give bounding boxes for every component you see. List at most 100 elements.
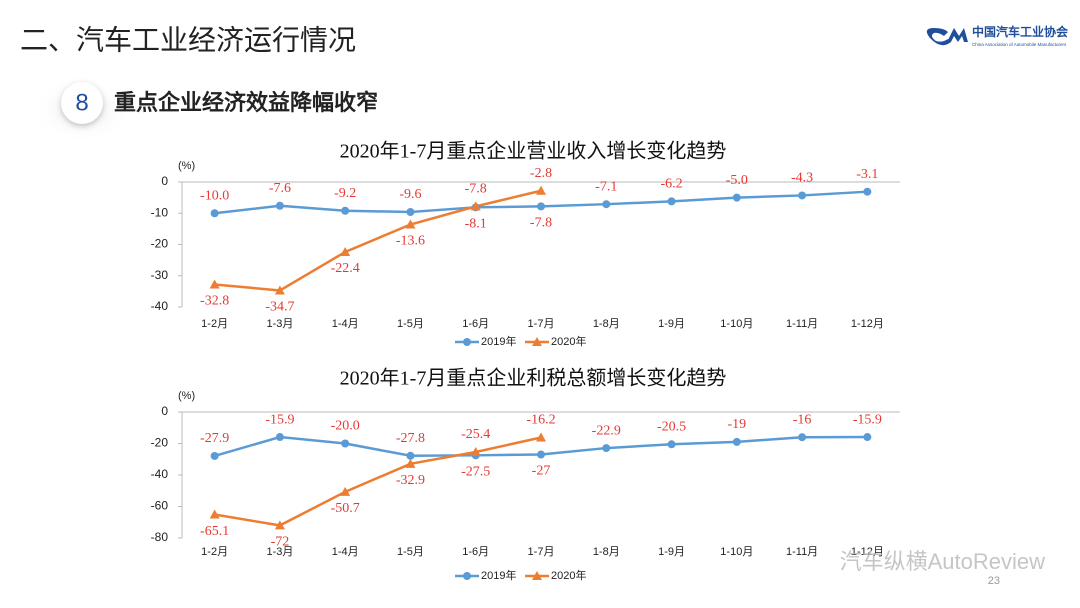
x-tick-label: 1-5月 — [397, 546, 424, 558]
point-marker — [667, 440, 676, 449]
point-marker — [667, 197, 676, 206]
y-tick-label: -80 — [151, 530, 169, 544]
data-label: -20.0 — [331, 419, 360, 434]
x-tick-label: 1-11月 — [786, 318, 818, 330]
point-marker — [798, 433, 807, 442]
point-marker — [274, 520, 285, 530]
data-label: -22.9 — [592, 423, 621, 438]
data-label: -25.4 — [461, 427, 490, 442]
point-marker — [537, 202, 545, 211]
data-label: -9.2 — [334, 186, 356, 201]
data-label: -65.1 — [200, 524, 229, 539]
data-label: -9.6 — [399, 187, 421, 202]
point-marker — [602, 444, 611, 453]
x-tick-label: 1-6月 — [462, 546, 489, 558]
x-tick-label: 1-10月 — [720, 318, 753, 330]
chart-title: 2020年1-7月重点企业营业收入增长变化趋势 — [340, 140, 727, 163]
data-label: -7.8 — [465, 182, 487, 197]
point-marker — [798, 191, 807, 200]
point-marker — [537, 450, 545, 459]
data-label: -5.0 — [726, 173, 748, 188]
legend-label: 2019年 — [481, 568, 516, 582]
data-label: -27.5 — [461, 465, 490, 480]
x-tick-label: 1-8月 — [593, 318, 620, 330]
data-label: -8.1 — [465, 217, 487, 232]
legend-marker — [532, 337, 542, 346]
point-marker — [732, 193, 741, 202]
x-tick-label: 1-2月 — [201, 318, 228, 330]
point-marker — [406, 208, 415, 216]
point-marker — [732, 437, 741, 446]
y-tick-label: 0 — [161, 174, 168, 188]
data-label: -16 — [793, 412, 812, 427]
data-label: -20.5 — [657, 420, 686, 435]
point-marker — [340, 247, 351, 256]
point-marker — [863, 187, 872, 196]
data-label: -3.1 — [856, 167, 878, 182]
legend-marker — [463, 572, 471, 580]
logo-mark — [926, 28, 968, 46]
point-marker — [340, 486, 351, 496]
data-label: -6.2 — [660, 177, 682, 192]
x-tick-label: 1-6月 — [462, 318, 489, 330]
point-marker — [405, 458, 416, 468]
data-label: -7.1 — [595, 179, 617, 194]
data-label: -13.6 — [396, 234, 425, 249]
x-tick-label: 1-2月 — [201, 546, 228, 558]
section-title: 重点企业经济效益降幅收窄 — [114, 90, 378, 115]
chart-title: 2020年1-7月重点企业利税总额增长变化趋势 — [340, 367, 727, 390]
point-marker — [275, 433, 284, 442]
x-tick-label: 1-12月 — [851, 546, 884, 558]
point-marker — [275, 201, 284, 210]
x-tick-label: 1-10月 — [720, 546, 753, 558]
x-tick-label: 1-9月 — [658, 318, 685, 330]
point-marker — [536, 185, 546, 195]
y-tick-label: -40 — [151, 467, 169, 481]
data-label: -7.8 — [530, 216, 552, 231]
data-label: -2.8 — [530, 166, 552, 181]
legend-marker — [463, 338, 471, 346]
data-label: -22.4 — [331, 261, 360, 276]
y-tick-label: -40 — [151, 299, 169, 313]
slide-title: 二、汽车工业经济运行情况 — [20, 24, 356, 55]
point-marker — [470, 447, 481, 457]
point-marker — [470, 201, 481, 211]
data-label: -27 — [532, 464, 551, 479]
data-label: -27.9 — [200, 431, 229, 446]
section-number: 8 — [75, 89, 88, 116]
y-tick-label: -20 — [151, 436, 169, 450]
x-tick-label: 1-3月 — [266, 318, 293, 330]
x-tick-label: 1-7月 — [528, 318, 555, 330]
y-tick-label: -20 — [151, 237, 169, 251]
logo-subtitle: China Association of Automobile Manufact… — [972, 42, 1067, 47]
x-tick-label: 1-8月 — [593, 546, 620, 558]
data-label: -15.9 — [853, 412, 882, 427]
page-number: 23 — [988, 575, 1000, 587]
point-marker — [341, 206, 350, 215]
legend-label: 2020年 — [551, 334, 586, 348]
y-tick-label: -60 — [151, 499, 169, 513]
series-line — [214, 189, 542, 292]
data-label: -32.8 — [200, 294, 229, 309]
x-tick-label: 1-9月 — [658, 546, 685, 558]
y-tick-label: 0 — [161, 404, 168, 418]
data-label: -10.0 — [200, 188, 229, 203]
point-marker — [406, 451, 415, 460]
data-label: -27.8 — [396, 431, 425, 446]
point-marker — [274, 285, 285, 295]
data-label: -34.7 — [265, 300, 294, 315]
legend-label: 2020年 — [551, 568, 586, 582]
x-tick-label: 1-4月 — [332, 546, 359, 558]
watermark: 汽车纵横AutoReview — [840, 549, 1046, 574]
x-tick-label: 1-7月 — [528, 546, 555, 558]
point-marker — [536, 432, 546, 442]
logo-name: 中国汽车工业协会 — [972, 24, 1069, 39]
data-label: -50.7 — [331, 501, 360, 516]
point-marker — [209, 509, 220, 519]
point-marker — [341, 439, 350, 448]
data-label: -7.6 — [269, 181, 291, 196]
legend-label: 2019年 — [481, 334, 516, 348]
point-marker — [209, 279, 220, 289]
x-tick-label: 1-11月 — [786, 546, 818, 558]
